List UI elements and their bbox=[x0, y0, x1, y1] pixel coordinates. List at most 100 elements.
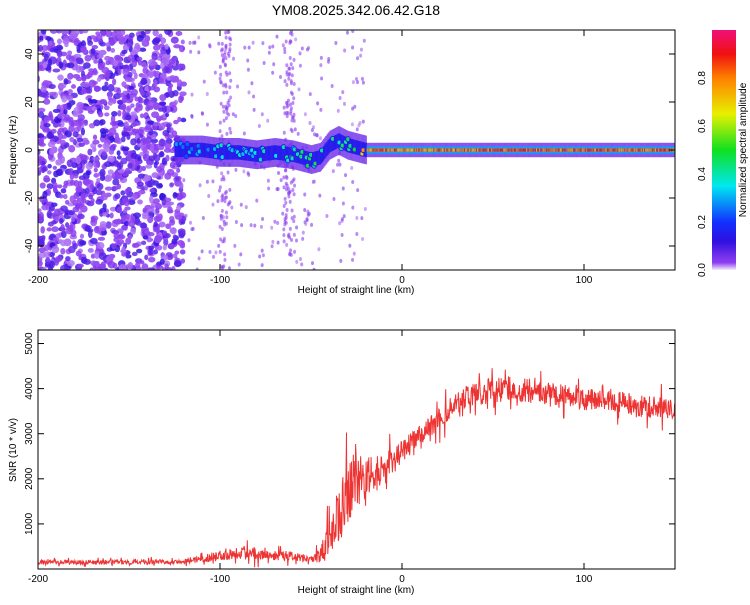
spectral-point bbox=[259, 224, 263, 229]
spectral-point bbox=[291, 101, 295, 106]
spectral-ridge bbox=[602, 148, 604, 152]
spectral-ridge bbox=[637, 148, 639, 152]
spectral-ridge bbox=[603, 148, 605, 152]
spectral-ridge bbox=[543, 148, 545, 152]
spectral-point bbox=[290, 92, 294, 97]
spectral-point bbox=[38, 251, 46, 259]
spectral-ridge bbox=[649, 148, 651, 152]
spectral-ridge bbox=[460, 148, 462, 152]
spectral-point bbox=[242, 169, 246, 174]
spectral-point bbox=[226, 51, 230, 56]
spectral-ridge bbox=[474, 148, 477, 152]
spectral-point bbox=[257, 124, 261, 129]
spectral-ridge bbox=[505, 148, 507, 152]
spectral-point bbox=[295, 259, 299, 264]
spectral-point bbox=[218, 129, 222, 134]
spectral-point bbox=[52, 165, 58, 170]
spectral-point bbox=[300, 46, 304, 51]
spectral-point bbox=[197, 256, 201, 261]
spectral-ridge bbox=[648, 148, 650, 152]
spectral-point bbox=[124, 213, 131, 219]
colorbar-tick-label: 0.0 bbox=[697, 263, 708, 277]
spectral-ridge bbox=[388, 148, 390, 152]
spectral-band bbox=[226, 145, 229, 160]
spectral-point bbox=[355, 127, 359, 132]
spectral-point bbox=[90, 183, 95, 190]
spectral-band bbox=[327, 140, 329, 155]
spectral-point bbox=[111, 78, 117, 86]
spectral-point bbox=[46, 227, 52, 232]
spectral-ridge bbox=[480, 148, 482, 152]
bottom-ylabel: SNR (10 * v/v) bbox=[8, 418, 19, 482]
spectral-ridge bbox=[423, 148, 425, 152]
spectral-point bbox=[73, 53, 82, 58]
spectral-point bbox=[135, 102, 141, 109]
spectral-point bbox=[67, 224, 74, 232]
spectral-ridge bbox=[638, 148, 640, 152]
spectral-ridge bbox=[604, 148, 607, 152]
spectral-ridge bbox=[451, 148, 454, 152]
spectral-point bbox=[295, 225, 299, 230]
spectral-ridge bbox=[534, 148, 537, 152]
spectral-point bbox=[108, 149, 115, 155]
spectral-point bbox=[38, 111, 45, 118]
spectral-point bbox=[356, 80, 360, 85]
spectral-point bbox=[97, 236, 106, 241]
spectral-ridge bbox=[590, 148, 592, 152]
spectral-point bbox=[66, 102, 72, 111]
spectral-ridge bbox=[544, 148, 546, 152]
spectral-point bbox=[43, 53, 49, 62]
spectral-point bbox=[197, 50, 201, 55]
spectral-ridge bbox=[591, 148, 593, 152]
spectral-point bbox=[219, 216, 223, 221]
spectral-point bbox=[218, 76, 222, 81]
spectral-point bbox=[316, 101, 320, 106]
spectral-band bbox=[183, 142, 185, 158]
spectral-point bbox=[355, 215, 359, 220]
spectral-ridge bbox=[654, 148, 657, 152]
spectral-ridge bbox=[367, 148, 370, 152]
spectral-point bbox=[345, 30, 349, 35]
spectral-point bbox=[144, 30, 151, 35]
spectral-point bbox=[120, 214, 127, 221]
spectral-band bbox=[274, 145, 277, 160]
spectral-point bbox=[107, 260, 116, 269]
spectral-band bbox=[265, 146, 267, 161]
spectral-band bbox=[351, 139, 353, 154]
spectral-point bbox=[116, 218, 122, 225]
spectral-point bbox=[150, 138, 159, 144]
spectral-point bbox=[117, 110, 122, 117]
spectral-point bbox=[359, 47, 363, 52]
spectral-band bbox=[360, 141, 362, 156]
spectral-ridge bbox=[547, 148, 550, 152]
spectral-point bbox=[243, 45, 247, 50]
spectral-point bbox=[290, 118, 294, 123]
spectral-point bbox=[285, 63, 289, 68]
spectral-point bbox=[133, 72, 138, 80]
spectral-ridge bbox=[639, 148, 641, 152]
spectral-point bbox=[142, 153, 151, 162]
spectral-point bbox=[125, 237, 132, 245]
spectral-ridge bbox=[611, 148, 613, 152]
spectral-ridge bbox=[628, 148, 631, 152]
spectral-point bbox=[95, 198, 103, 205]
spectral-ridge bbox=[530, 148, 532, 152]
spectral-point bbox=[80, 256, 88, 264]
spectral-ridge bbox=[387, 148, 389, 152]
spectral-point bbox=[173, 119, 179, 125]
spectral-point bbox=[225, 90, 229, 95]
spectral-ridge bbox=[492, 148, 494, 152]
spectral-point bbox=[43, 116, 50, 124]
spectral-ridge bbox=[449, 148, 451, 152]
spectral-point bbox=[124, 221, 130, 227]
spectral-band bbox=[283, 146, 285, 161]
spectral-ridge bbox=[597, 148, 599, 152]
y-tick-label: -20 bbox=[24, 190, 35, 205]
spectral-ridge bbox=[581, 148, 584, 152]
spectral-point bbox=[298, 63, 302, 68]
spectral-point bbox=[343, 101, 347, 106]
spectral-band bbox=[210, 143, 212, 159]
spectral-point bbox=[82, 82, 90, 88]
spectral-band bbox=[332, 136, 335, 151]
spectral-point bbox=[165, 105, 171, 113]
